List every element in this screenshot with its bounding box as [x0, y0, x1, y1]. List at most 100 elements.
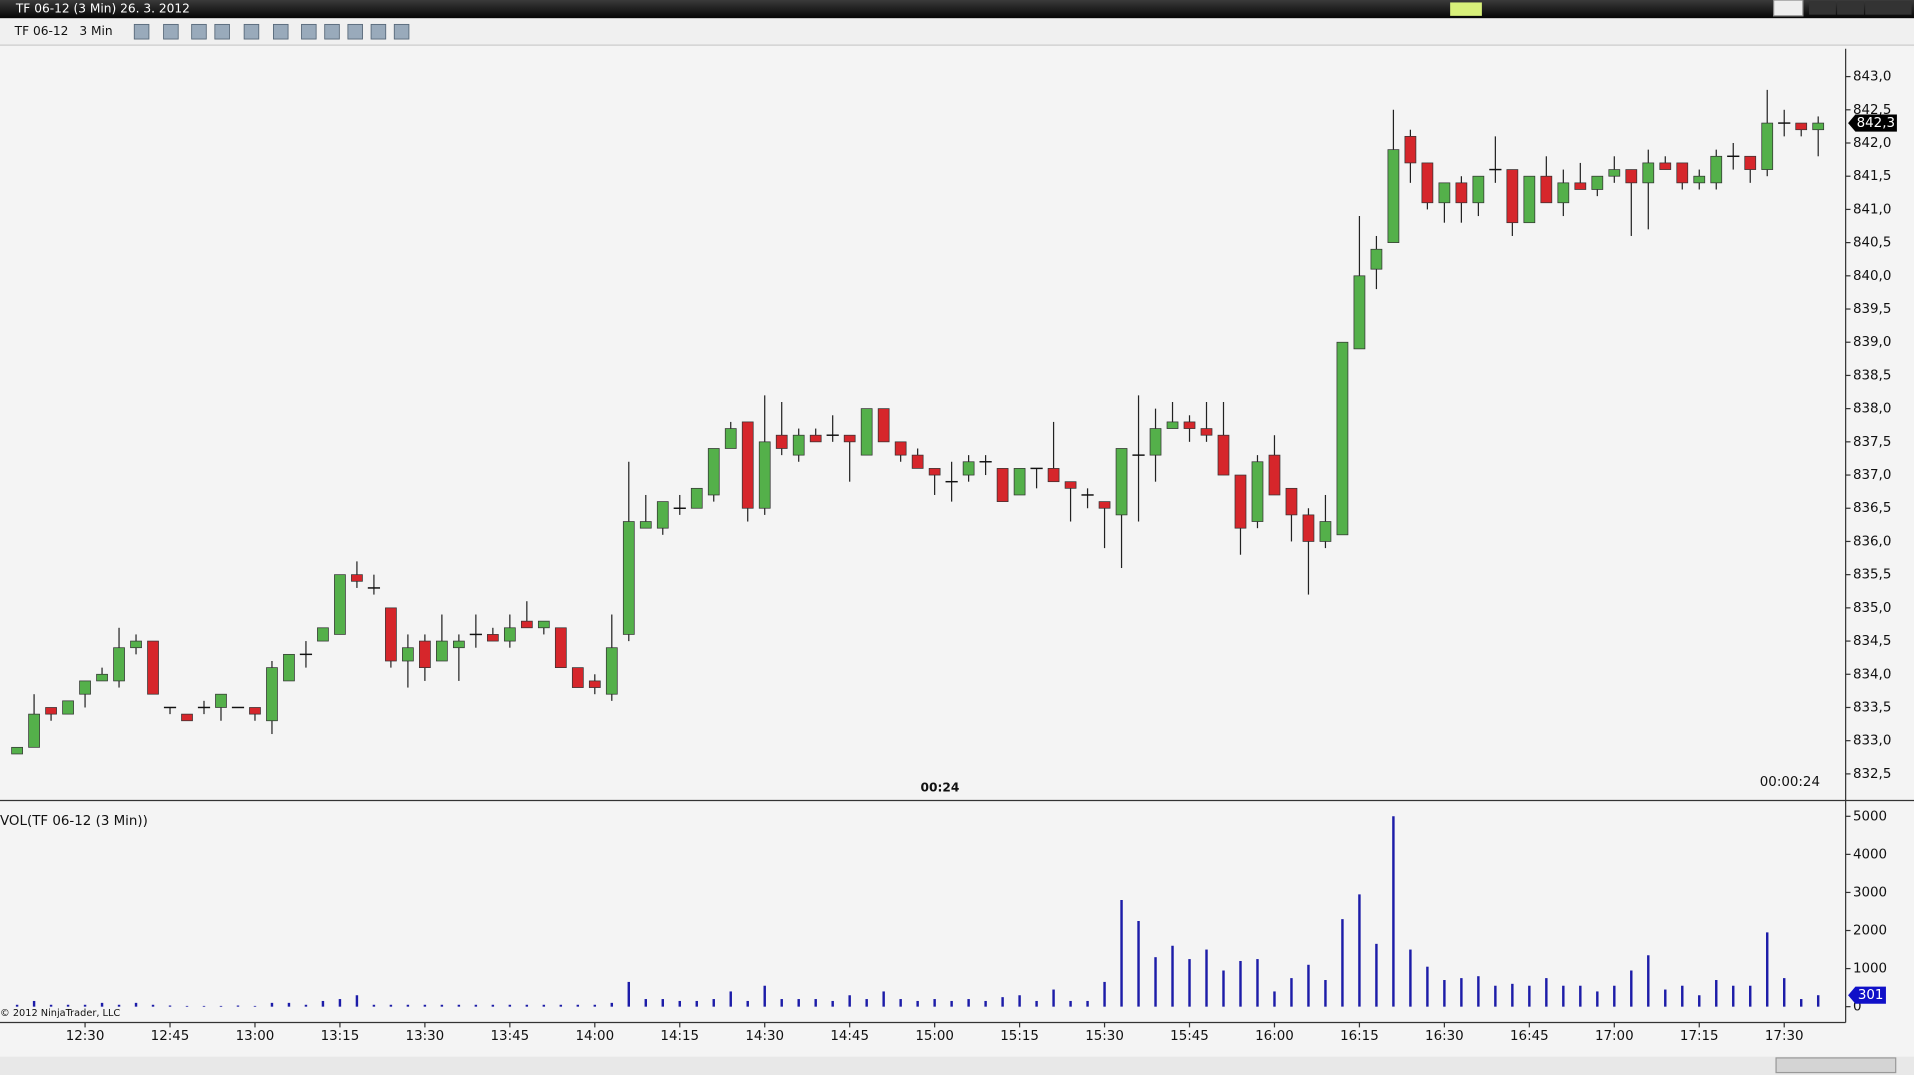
candle-body [11, 746, 23, 755]
candle-body [469, 633, 482, 636]
candle-body [1591, 175, 1604, 190]
candle-body [1608, 169, 1621, 177]
y-tick-label: 833,5 [1853, 700, 1891, 715]
y-tick-label: 2000 [1853, 924, 1887, 939]
countdown: 00:00:24 [1760, 775, 1820, 790]
candle-body [1115, 448, 1128, 516]
volume-panel-title: VOL(TF 06-12 (3 Min)) [0, 814, 148, 829]
candle-body [1098, 501, 1111, 509]
y-tick-label: 833,0 [1853, 734, 1891, 749]
y-tick-label: 843,0 [1853, 70, 1891, 85]
candle-body [266, 667, 278, 722]
candle-body [928, 468, 941, 476]
candle-body [1336, 341, 1349, 536]
y-tick-label: 837,5 [1853, 435, 1891, 450]
candle-body [181, 713, 193, 722]
candle-body [605, 647, 618, 695]
candle-body [28, 713, 40, 748]
last-price-marker [1848, 114, 1897, 132]
candle-body [911, 454, 924, 469]
candle-body [96, 673, 108, 682]
x-tick-label: 16:30 [1425, 1029, 1464, 1044]
toolbar-icons [133, 23, 410, 40]
scrollbar [0, 1056, 1914, 1075]
candle-body [402, 647, 414, 662]
candle-body [130, 640, 142, 649]
candle-body [860, 408, 873, 456]
candle-body [436, 640, 448, 662]
candle-body [622, 521, 635, 635]
candle-body [317, 627, 329, 642]
candle-body [367, 587, 381, 589]
candle-body [894, 441, 907, 456]
close-button[interactable] [1865, 1, 1912, 15]
tool-button[interactable] [214, 23, 230, 40]
x-tick-label: 16:15 [1340, 1029, 1379, 1044]
y-tick-label: 841,0 [1853, 202, 1891, 217]
indicators-button[interactable] [324, 23, 340, 40]
chart-style-button[interactable] [133, 23, 150, 40]
x-tick-label: 12:30 [66, 1029, 105, 1044]
candle-body [1676, 162, 1689, 184]
y-tick-label: 838,5 [1853, 368, 1891, 383]
data-box-button[interactable] [370, 23, 387, 40]
x-tick-label: 13:30 [406, 1029, 445, 1044]
instrument-selector[interactable]: TF 06-12 [14, 24, 69, 38]
candle-body [1064, 481, 1077, 489]
candle-body [419, 640, 431, 669]
chart-trader-button[interactable] [393, 23, 410, 40]
candle-body [1132, 454, 1145, 456]
y-tick-label: 839,0 [1853, 335, 1891, 350]
y-tick-label: 832,5 [1853, 767, 1891, 782]
candle-body [1489, 168, 1502, 171]
candle-body [792, 434, 805, 456]
candle-body [197, 706, 211, 709]
link-button[interactable] [1773, 0, 1804, 17]
x-tick-label: 14:00 [575, 1029, 614, 1044]
candle-body [741, 421, 754, 509]
x-tick-label: 17:00 [1595, 1029, 1634, 1044]
pen-button[interactable] [191, 23, 207, 40]
scrollbar-thumb[interactable] [1775, 1057, 1897, 1074]
properties-button[interactable] [301, 23, 317, 40]
minimize-button[interactable] [1809, 1, 1836, 15]
candle-body [1404, 135, 1417, 164]
y-tick-label: 3000 [1853, 885, 1887, 900]
candle-body [385, 607, 397, 662]
draw-tool-button[interactable] [163, 23, 179, 40]
x-tick-label: 13:45 [491, 1029, 530, 1044]
candle-body [283, 653, 295, 682]
candle-body [809, 434, 822, 443]
candle-body [1149, 428, 1162, 456]
crosshair-button[interactable] [243, 23, 260, 40]
status-indicator [1450, 2, 1482, 16]
candle-body [1268, 454, 1281, 496]
x-tick-label: 16:45 [1510, 1029, 1549, 1044]
y-tick-label: 835,0 [1853, 601, 1891, 616]
period-selector[interactable]: 3 Min [79, 24, 112, 38]
y-tick-label: 5000 [1853, 809, 1887, 824]
x-tick-label: 16:00 [1255, 1029, 1294, 1044]
candle-body [45, 707, 57, 715]
candle-body [996, 468, 1009, 502]
candle-body [690, 487, 703, 509]
zoom-button[interactable] [273, 23, 289, 40]
candle-body [215, 693, 227, 708]
candle-body [826, 434, 839, 436]
y-tick-label: 836,0 [1853, 534, 1891, 549]
maximize-button[interactable] [1837, 1, 1864, 15]
last-price-label: 842,3 [1857, 116, 1895, 131]
candle-body [1557, 182, 1570, 204]
candle-body [62, 700, 74, 715]
candle-body [1506, 169, 1519, 224]
candle-body [486, 634, 499, 642]
candle-body [707, 448, 720, 496]
x-tick-label: 15:30 [1085, 1029, 1124, 1044]
y-tick-label: 840,0 [1853, 269, 1891, 284]
candle-body [1523, 175, 1536, 224]
candle-body [1812, 122, 1825, 131]
candle-body [877, 408, 890, 443]
strategies-button[interactable] [347, 23, 363, 40]
candle-body [1217, 434, 1230, 476]
